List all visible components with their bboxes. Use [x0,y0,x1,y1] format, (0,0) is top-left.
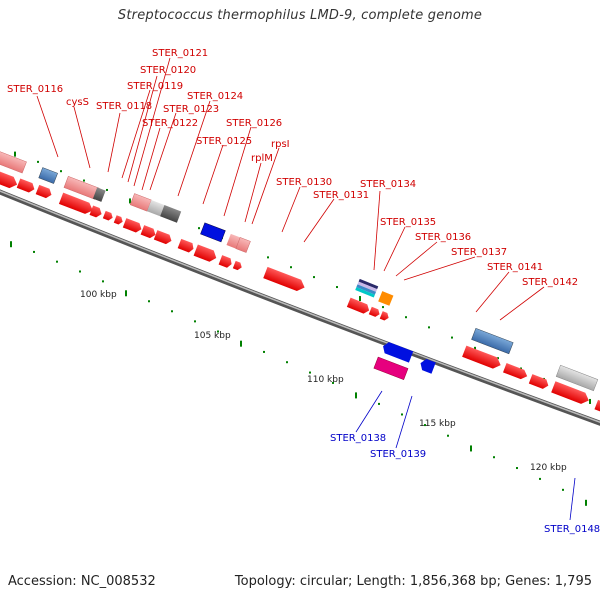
tick-mark [355,392,357,399]
gene-label: STER_0122 [142,118,198,129]
gene-label: STER_0124 [187,91,243,102]
reverse-cds-row [373,342,436,381]
tick-mark [286,361,288,364]
tick-mark [56,260,58,263]
gene-label: STER_0130 [276,177,332,188]
tick-mark [83,179,85,182]
scale-labels: 100 kbp 105 kbp 110 kbp 115 kbp 120 kbp [80,290,567,473]
topology-text: Topology: circular; Length: 1,856,368 bp… [234,574,592,589]
tick-mark [33,250,35,253]
tick-mark [405,316,407,319]
tick-marks [10,151,591,506]
gene-label: STER_0137 [451,247,507,258]
tick-mark [539,477,541,480]
tick-mark [106,188,108,191]
genome-title: Streptococcus thermophilus LMD-9, comple… [117,8,483,23]
tick-mark [424,424,426,427]
tick-mark [470,445,472,452]
tick-mark [520,367,522,370]
gene-label: rpsI [271,139,290,150]
tick-mark [125,290,127,297]
tick-mark [428,326,430,329]
tick-mark [378,402,380,405]
gene-label: STER_0148 [544,524,600,535]
tick-mark [313,276,315,279]
tick-mark [589,398,591,404]
forward-gene-labels: STER_0116 cysS STER_0118 STER_0119 STER_… [7,48,578,288]
tick-mark [240,340,242,347]
tick-mark [382,306,384,309]
scale-label: 100 kbp [80,290,117,300]
gene-label: STER_0126 [226,118,282,129]
gene-label: STER_0119 [127,81,183,92]
scale-label: 120 kbp [530,463,567,473]
tick-mark [102,280,104,283]
gene-label: STER_0131 [313,190,369,201]
gene-label: STER_0120 [140,65,196,76]
tick-mark [129,198,131,204]
tick-mark [336,286,338,289]
tick-mark [60,170,62,173]
tick-mark [585,499,587,506]
tick-mark [359,296,361,302]
outer-feature-row [0,148,599,392]
gene-label: STER_0123 [163,104,219,115]
tick-mark [516,467,518,470]
label-leader-lines-reverse [355,390,576,521]
tick-mark [493,456,495,459]
tick-mark [562,488,564,491]
tick-mark [148,300,150,303]
tick-mark [14,151,16,157]
tick-mark [194,320,196,323]
gene-label: STER_0135 [380,217,436,228]
gene-label: STER_0142 [522,277,578,288]
scale-label: 115 kbp [419,419,456,429]
scale-label: 110 kbp [307,375,344,385]
tick-mark [10,241,12,248]
accession-text: Accession: NC_008532 [8,574,156,589]
tick-mark [447,434,449,437]
gene-label: STER_0138 [330,433,386,444]
gene-label: STER_0141 [487,262,543,273]
gene-label: STER_0116 [7,84,63,95]
gene-label: STER_0121 [152,48,208,59]
tick-mark [401,413,403,416]
tick-mark [217,330,219,333]
scale-label: 105 kbp [194,331,231,341]
gene-label: STER_0118 [96,101,152,112]
tick-mark [267,256,269,259]
tick-mark [37,160,39,163]
tick-mark [309,371,311,374]
tick-mark [290,266,292,269]
genome-backbone [0,189,600,426]
gene-label: STER_0134 [360,179,416,190]
gene-label: STER_0139 [370,449,426,460]
tick-mark [497,357,499,360]
tick-mark [263,350,265,353]
tick-mark [171,310,173,313]
tick-mark [332,381,334,384]
reverse-gene-labels: STER_0138 STER_0139 STER_0148 [330,433,600,535]
tick-mark [198,227,200,230]
tick-mark [79,270,81,273]
gene-label: STER_0136 [415,232,471,243]
gene-label: rplM [251,153,273,164]
gene-label: cysS [66,97,89,108]
forward-cds-row [0,167,600,413]
gene-label: STER_0125 [196,136,252,147]
label-leader-lines [36,57,545,321]
tick-mark [451,336,453,339]
